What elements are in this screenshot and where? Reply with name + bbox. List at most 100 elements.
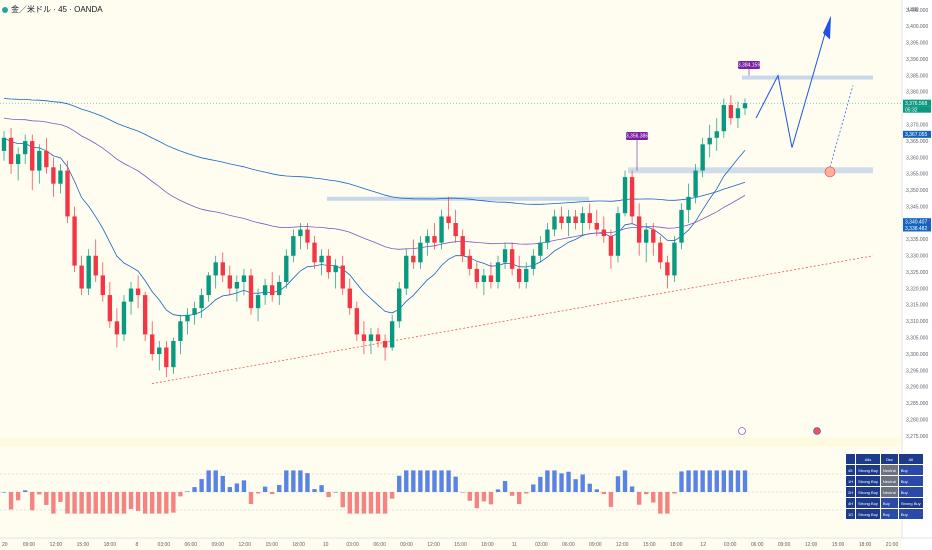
table-cell: Buy xyxy=(897,464,924,476)
price-tick: 3,300.000 xyxy=(906,352,928,358)
osc-bar xyxy=(164,492,169,514)
candle-body xyxy=(347,288,352,309)
candle-body xyxy=(255,295,261,309)
osc-bar xyxy=(651,492,656,503)
table-cell: Buy xyxy=(897,508,924,520)
candle-body xyxy=(157,347,162,355)
candle-body xyxy=(114,321,120,335)
candle-body xyxy=(439,216,444,243)
candle-body xyxy=(262,285,268,296)
price-tick: 3,290.000 xyxy=(906,385,928,391)
osc-bar xyxy=(213,470,218,492)
candle-body xyxy=(227,275,233,289)
candle-body xyxy=(502,249,508,263)
osc-bar xyxy=(524,492,529,494)
osc-bar xyxy=(594,489,599,492)
time-tick: 8 xyxy=(135,542,138,548)
time-tick: 21:00 xyxy=(886,542,899,548)
candle-body xyxy=(509,249,515,269)
osc-bar xyxy=(693,470,698,492)
table-cell: Buy xyxy=(879,508,899,520)
time-tick: 12:00 xyxy=(805,542,818,548)
candle-body xyxy=(721,105,727,132)
osc-bar xyxy=(742,470,748,492)
time-tick: 03:00 xyxy=(724,542,737,548)
price-tick: 3,365.000 xyxy=(906,139,928,145)
time-tick: 15:00 xyxy=(454,542,467,548)
osc-bar xyxy=(93,492,98,514)
candle-body xyxy=(467,255,472,269)
osc-bar xyxy=(192,487,197,492)
osc-bar xyxy=(65,492,70,514)
osc-bar xyxy=(566,471,571,492)
table-cell: Strong Buy xyxy=(855,486,881,498)
candle-body xyxy=(707,137,712,145)
candle-body xyxy=(333,265,338,273)
symbol-legend[interactable]: 金／米ドル · 45 · OANDA xyxy=(2,4,103,15)
osc-bar xyxy=(411,470,416,492)
candle-body xyxy=(185,314,190,322)
candle-body xyxy=(269,285,275,296)
osc-bar xyxy=(404,470,409,492)
price-tick: 3,370.000 xyxy=(906,122,928,128)
candle-body xyxy=(644,229,649,243)
candle-body xyxy=(107,295,113,322)
candle-body xyxy=(735,108,741,119)
candle-body xyxy=(220,262,225,276)
candle-body xyxy=(545,229,550,243)
table-cell: Strong Buy xyxy=(897,497,924,509)
candle-body xyxy=(178,321,183,341)
osc-bar xyxy=(516,492,522,504)
table-timeframe: 2H xyxy=(844,486,857,498)
time-tick: 06:00 xyxy=(373,542,386,548)
candle-body xyxy=(552,216,557,230)
osc-bar xyxy=(382,492,388,514)
osc-bar xyxy=(157,492,162,514)
osc-bar xyxy=(100,492,105,514)
osc-bar xyxy=(552,470,557,492)
candle-body xyxy=(79,265,84,289)
osc-bar xyxy=(354,492,360,514)
osc-bar xyxy=(234,483,240,492)
countdown-tag xyxy=(903,106,931,113)
time-tick: 18:00 xyxy=(859,542,872,548)
candle-body xyxy=(86,255,91,289)
table-cell: Neutral xyxy=(879,486,899,498)
ma-tag-2 xyxy=(903,218,931,226)
osc-bar xyxy=(150,492,155,514)
candle-body xyxy=(622,177,628,214)
time-tick: 15:00 xyxy=(265,542,278,548)
osc-bar xyxy=(58,492,63,502)
table-cell: Strong Buy xyxy=(855,475,881,487)
time-tick: 10 xyxy=(323,542,329,548)
time-tick: 03:00 xyxy=(535,542,548,548)
table-cell: Strong Buy xyxy=(855,508,881,520)
ma-tag-1 xyxy=(903,130,931,138)
price-tick: 3,345.000 xyxy=(906,204,928,210)
price-tick: 3,320.000 xyxy=(906,286,928,292)
osc-bar xyxy=(686,470,691,492)
ma-tag-3 xyxy=(903,224,931,232)
osc-bar xyxy=(615,476,621,492)
osc-bar xyxy=(453,476,458,492)
candle-body xyxy=(531,255,536,269)
candle-body xyxy=(425,236,430,243)
osc-bar xyxy=(284,470,289,492)
osc-bar xyxy=(460,492,465,493)
price-tick: 3,315.000 xyxy=(906,303,928,309)
osc-bar xyxy=(425,470,430,492)
osc-bar xyxy=(495,489,501,492)
candle-body xyxy=(411,255,416,263)
osc-bar xyxy=(573,479,578,492)
time-tick: 18:00 xyxy=(292,542,305,548)
oscillator-pane-bg xyxy=(0,447,902,538)
osc-bar xyxy=(347,492,352,514)
candle-body xyxy=(524,268,529,282)
price-tick: 3,390.000 xyxy=(906,57,928,63)
osc-bar xyxy=(340,492,345,508)
osc-bar xyxy=(30,492,35,511)
time-tick: 11 xyxy=(512,542,517,548)
price-tick: 3,335.000 xyxy=(906,237,928,243)
osc-bar xyxy=(679,471,684,492)
